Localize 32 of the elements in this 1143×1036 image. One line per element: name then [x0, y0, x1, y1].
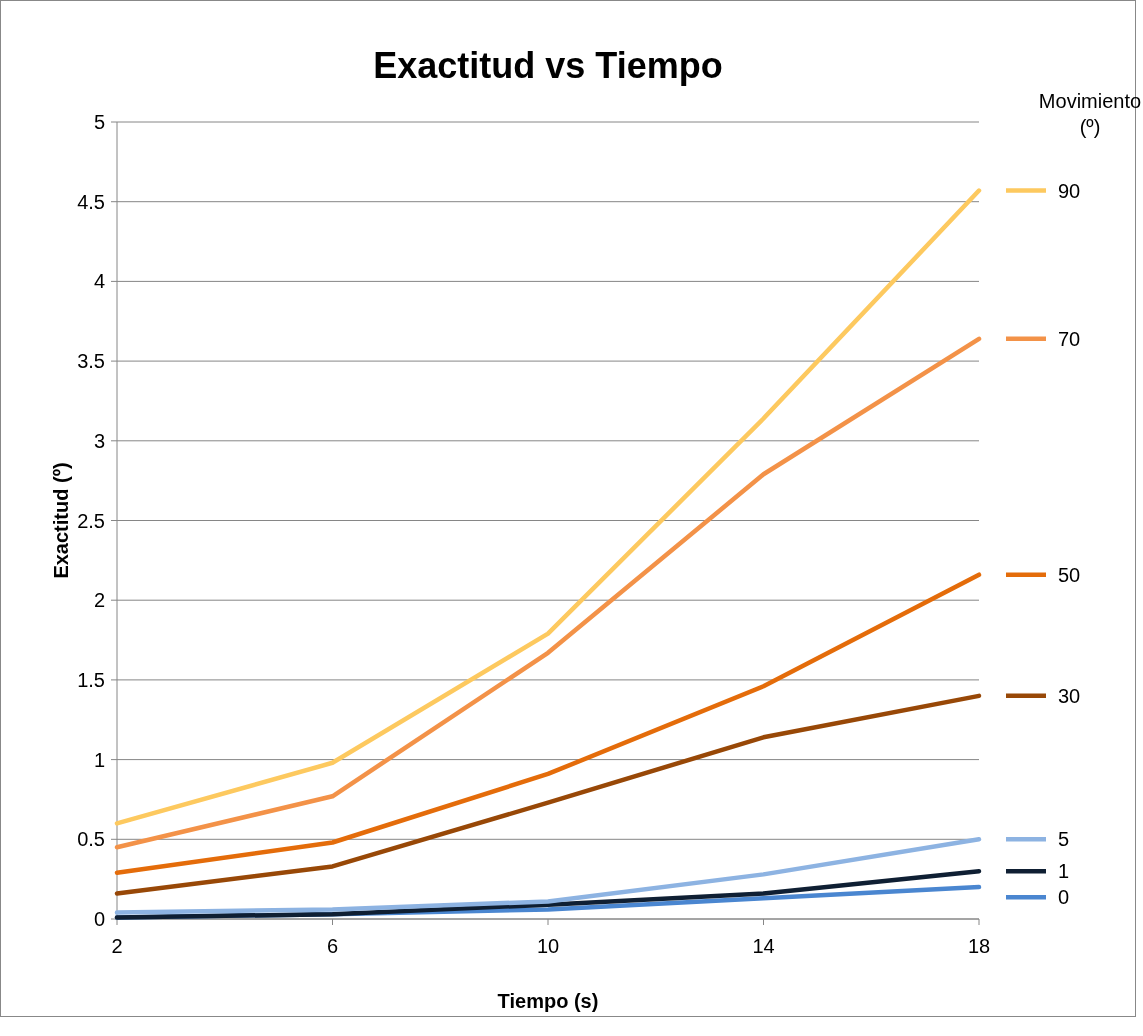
line-series	[114, 572, 982, 876]
y-tick-label: 2	[93, 589, 105, 612]
x-tick-label: 18	[967, 935, 991, 957]
y-tick-label: 1.5	[77, 668, 105, 691]
line-series	[114, 188, 982, 826]
y-tick-label: 2.5	[77, 509, 105, 532]
line-series	[114, 693, 982, 896]
legend-title: Movimiento (º)	[1038, 90, 1142, 138]
legend-label: 50	[1058, 563, 1081, 586]
line-series	[114, 837, 982, 915]
y-tick-label: 4.5	[77, 190, 105, 213]
y-tick-label: 4	[93, 270, 105, 293]
chart-title: Exactitud vs Tiempo	[373, 45, 723, 86]
x-tick-label: 10	[536, 935, 560, 957]
y-tick-label: 3.5	[77, 350, 105, 373]
y-tick-label: 1	[93, 748, 105, 771]
x-tick-label: 14	[752, 935, 775, 957]
y-tick-label: 3	[93, 429, 105, 452]
y-axis-title: Exactitud (º)	[50, 462, 72, 579]
legend-label: 70	[1058, 327, 1081, 350]
y-tick-label: 0.5	[77, 828, 105, 851]
legend-label: 30	[1058, 684, 1081, 707]
x-tick-label: 2	[111, 935, 123, 957]
y-tick-label: 0	[93, 908, 105, 930]
line-series	[114, 336, 982, 850]
legend-label: 90	[1058, 179, 1081, 202]
legend-label: 0	[1058, 886, 1070, 909]
legend-label: 1	[1058, 860, 1070, 883]
y-tick-label: 5	[93, 111, 105, 133]
x-tick-label: 6	[326, 935, 339, 957]
legend-label: 5	[1058, 828, 1070, 851]
x-axis-title: Tiempo (s)	[497, 990, 599, 1012]
